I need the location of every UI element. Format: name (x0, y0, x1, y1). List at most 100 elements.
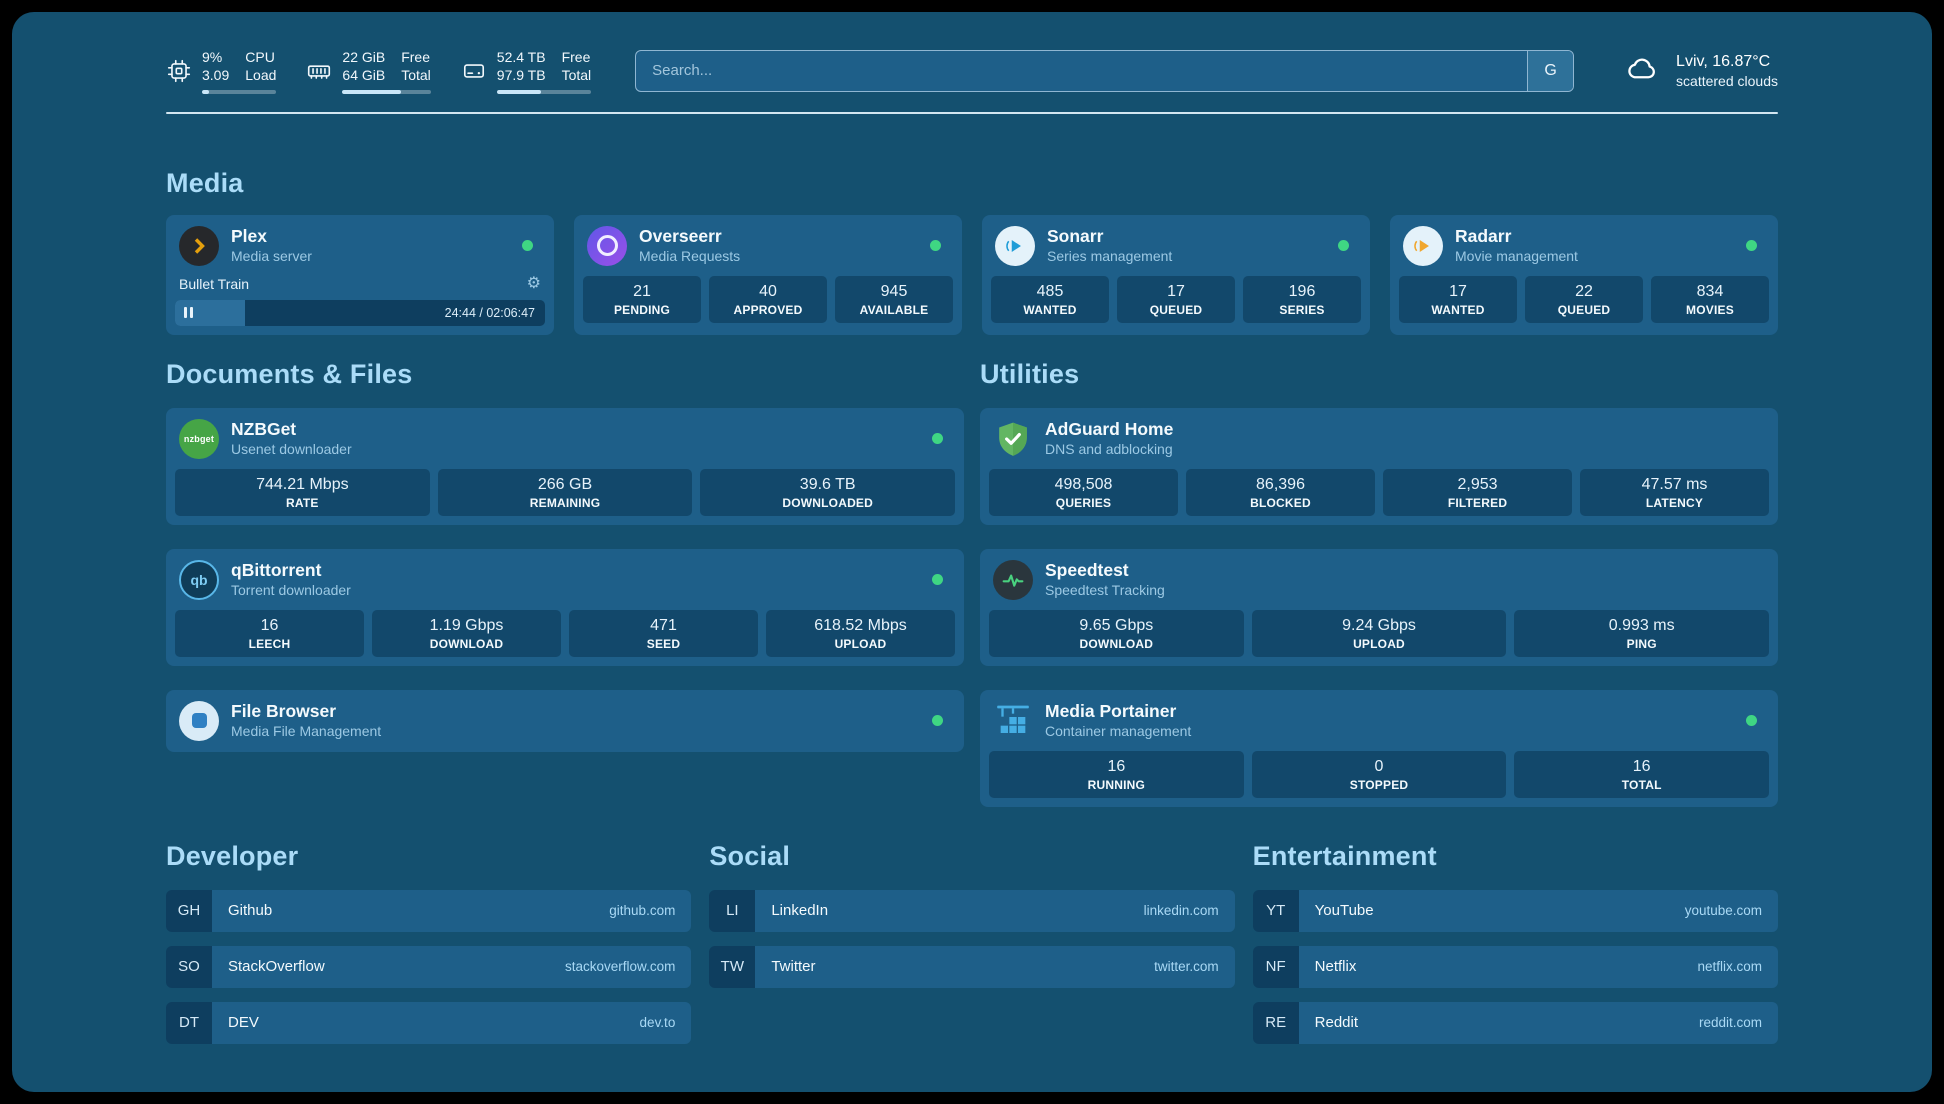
service-title: Media Portainer (1045, 701, 1177, 722)
service-subtitle: Usenet downloader (231, 441, 352, 458)
service-title: Radarr (1455, 226, 1512, 247)
plex-progress-bar[interactable]: 24:44 / 02:06:47 (175, 299, 545, 326)
service-card-speedtest[interactable]: Speedtest Speedtest Tracking 9.65 Gbps DO… (980, 548, 1778, 666)
pause-icon[interactable] (184, 307, 193, 319)
service-title: Sonarr (1047, 226, 1104, 247)
adguard-shield-icon (993, 419, 1033, 459)
radarr-icon (1403, 225, 1443, 266)
search-provider-button[interactable]: G (1527, 50, 1574, 91)
service-title: File Browser (231, 701, 337, 722)
disk-icon (461, 58, 487, 84)
status-dot (932, 715, 943, 727)
service-card-radarr[interactable]: Radarr Movie management 17 WANTED 22 QUEUE… (1390, 214, 1778, 335)
bookmark-abbr: RE (1252, 1001, 1299, 1044)
service-subtitle: Series management (1047, 248, 1173, 265)
service-card-adguard[interactable]: AdGuard Home DNS and adblocking 498,508 Q… (980, 407, 1778, 525)
service-title: AdGuard Home (1045, 419, 1174, 440)
homepage-dashboard: 9% 3.09 CPU Load (12, 12, 1932, 1092)
nzbget-icon: nzbget (179, 418, 219, 459)
disk-widget: 52.4 TB 97.9 TB Free Total (461, 48, 592, 94)
bookmark-dev[interactable]: DT DEV dev.to (166, 1001, 692, 1044)
gear-icon[interactable] (527, 276, 541, 292)
stat-wanted: 485 WANTED (991, 275, 1109, 323)
service-title: Overseerr (639, 226, 722, 247)
service-subtitle: Movie management (1455, 248, 1578, 265)
search-box: G (635, 49, 1575, 92)
stat-stopped: 0 STOPPED (1251, 750, 1507, 798)
cpu-usage-value: 9% (202, 49, 223, 65)
bookmark-abbr: NF (1252, 945, 1299, 988)
section-title-developer: Developer (166, 840, 299, 871)
bookmarks-area: Developer GH Github github.com SO StackO… (166, 841, 1778, 1044)
status-dot (522, 240, 533, 252)
disk-total-value: 97.9 TB (496, 67, 546, 84)
service-card-filebrowser[interactable]: File Browser Media File Management (166, 689, 964, 752)
memory-free-value: 22 GiB (342, 49, 386, 65)
bookmark-group-entertainment: Entertainment YT YouTube youtube.com NF … (1252, 841, 1778, 1044)
status-dot (932, 574, 943, 586)
bookmark-youtube[interactable]: YT YouTube youtube.com (1252, 889, 1778, 932)
memory-widget: 22 GiB 64 GiB Free Total (306, 48, 431, 94)
service-title: Speedtest (1045, 560, 1129, 581)
service-card-portainer[interactable]: Media Portainer Container management 16 R… (980, 689, 1778, 807)
bookmark-abbr: SO (166, 945, 212, 988)
disk-usage-bar (496, 89, 592, 94)
media-cards: Plex Media server Bullet Train 24:44 / 0… (166, 214, 1778, 335)
memory-free-label: Free (401, 49, 431, 65)
service-subtitle: Container management (1045, 723, 1192, 740)
stat-queries: 498,508 QUERIES (989, 468, 1178, 516)
bookmark-url: twitter.com (1154, 959, 1219, 975)
service-card-qbittorrent[interactable]: qb qBittorrent Torrent downloader 16 LEEC… (166, 548, 964, 666)
filebrowser-icon (179, 700, 219, 741)
memory-icon (306, 58, 332, 84)
bookmark-twitter[interactable]: TW Twitter twitter.com (709, 945, 1235, 988)
stat-queued: 22 QUEUED (1525, 275, 1643, 323)
disk-free-value: 52.4 TB (496, 49, 546, 65)
stat-downloaded: 39.6 TB DOWNLOADED (700, 468, 956, 516)
bookmark-netflix[interactable]: NF Netflix netflix.com (1252, 945, 1778, 988)
bookmark-name: Netflix (1314, 958, 1357, 976)
portainer-crane-icon (993, 701, 1033, 741)
bookmark-name: Reddit (1314, 1014, 1359, 1032)
stat-running: 16 RUNNING (989, 750, 1244, 798)
bookmark-url: dev.to (639, 1015, 676, 1031)
bookmark-abbr: LI (709, 889, 756, 932)
bookmark-name: LinkedIn (771, 902, 829, 920)
bookmark-linkedin[interactable]: LI LinkedIn linkedin.com (709, 889, 1235, 932)
sonarr-icon (995, 225, 1035, 266)
stat-download: 1.19 Gbps DOWNLOAD (372, 609, 561, 657)
bookmark-name: DEV (228, 1014, 259, 1032)
stat-approved: 40 APPROVED (709, 275, 827, 323)
speedtest-pulse-icon (993, 559, 1033, 600)
service-card-plex[interactable]: Plex Media server Bullet Train 24:44 / 0… (166, 214, 554, 335)
bookmark-url: youtube.com (1684, 903, 1762, 919)
status-dot (930, 240, 941, 252)
stat-blocked: 86,396 BLOCKED (1186, 468, 1375, 516)
stat-upload: 618.52 Mbps UPLOAD (766, 609, 955, 657)
search-input[interactable] (635, 49, 1575, 92)
service-card-sonarr[interactable]: Sonarr Series management 485 WANTED 17 QUE… (982, 214, 1370, 335)
stat-filtered: 2,953 FILTERED (1383, 468, 1572, 516)
stat-pending: 21 PENDING (583, 275, 701, 323)
bookmark-url: netflix.com (1697, 959, 1762, 975)
playback-time: 24:44 / 02:06:47 (444, 305, 535, 320)
bookmark-github[interactable]: GH Github github.com (166, 889, 692, 932)
section-title-media: Media (166, 167, 244, 198)
stat-queued: 17 QUEUED (1117, 275, 1235, 323)
disk-free-label: Free (561, 49, 591, 65)
service-card-overseerr[interactable]: Overseerr Media Requests 21 PENDING 40 APP… (574, 214, 962, 335)
stat-series: 196 SERIES (1243, 275, 1361, 323)
overseerr-icon (587, 225, 627, 266)
bookmark-stackoverflow[interactable]: SO StackOverflow stackoverflow.com (166, 945, 692, 988)
stat-remaining: 266 GB REMAINING (437, 468, 693, 516)
service-card-nzbget[interactable]: nzbget NZBGet Usenet downloader 744.21 M… (166, 407, 964, 525)
bookmark-reddit[interactable]: RE Reddit reddit.com (1252, 1001, 1778, 1044)
bookmark-abbr: GH (166, 889, 212, 932)
bookmark-name: Twitter (771, 958, 816, 976)
service-subtitle: Media File Management (231, 723, 382, 740)
bookmark-url: stackoverflow.com (565, 959, 676, 975)
weather-location: Lviv, 16.87°C (1676, 53, 1771, 71)
bookmark-name: Github (228, 902, 273, 920)
weather-widget[interactable]: Lviv, 16.87°C scattered clouds (1620, 51, 1778, 91)
stat-available: 945 AVAILABLE (835, 275, 953, 323)
